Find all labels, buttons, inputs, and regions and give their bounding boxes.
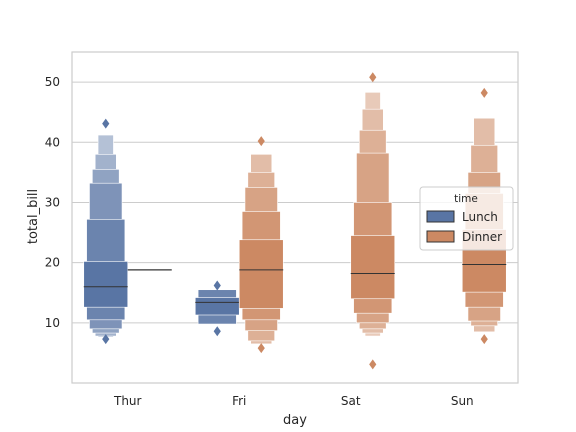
outlier-point-dinner bbox=[257, 343, 265, 354]
x-tick-label: Sun bbox=[451, 394, 474, 408]
boxen-box-lunch bbox=[83, 261, 129, 308]
x-tick-label: Thur bbox=[113, 394, 142, 408]
outlier-point-dinner bbox=[480, 87, 488, 98]
y-tick-label: 40 bbox=[45, 135, 60, 149]
axes: 10 20 30 40 50 Thur Fri Sat Sun bbox=[45, 51, 519, 408]
outlier-point-dinner bbox=[257, 136, 265, 147]
y-tick-label: 20 bbox=[45, 256, 60, 270]
y-tick-label: 30 bbox=[45, 195, 60, 209]
gridlines bbox=[72, 81, 518, 324]
outlier-point-lunch bbox=[102, 118, 110, 129]
outlier-point-dinner bbox=[480, 334, 488, 345]
y-tick-label: 10 bbox=[45, 316, 60, 330]
legend-swatch-dinner bbox=[426, 230, 455, 243]
outlier-point-lunch bbox=[213, 326, 221, 337]
x-tick-label: Fri bbox=[232, 394, 246, 408]
boxen-box-dinner bbox=[238, 239, 284, 309]
x-tick-label: Sat bbox=[341, 394, 361, 408]
outlier-point-dinner bbox=[369, 359, 377, 370]
legend: time Lunch Dinner bbox=[419, 186, 514, 251]
boxen-box-lunch bbox=[194, 297, 240, 316]
legend-swatch-lunch bbox=[426, 210, 455, 223]
legend-title: time bbox=[454, 193, 478, 205]
legend-label-lunch: Lunch bbox=[462, 210, 498, 224]
plot-frame bbox=[71, 51, 519, 384]
legend-label-dinner: Dinner bbox=[462, 230, 502, 244]
y-axis-label: total_bill bbox=[26, 189, 41, 244]
boxen-box-dinner bbox=[350, 235, 396, 300]
outlier-point-lunch bbox=[213, 280, 221, 291]
outlier-point-lunch bbox=[102, 334, 110, 345]
x-axis-label: day bbox=[283, 413, 307, 428]
boxen-boxes bbox=[83, 72, 507, 370]
y-tick-label: 50 bbox=[45, 75, 60, 89]
outlier-point-dinner bbox=[369, 72, 377, 83]
